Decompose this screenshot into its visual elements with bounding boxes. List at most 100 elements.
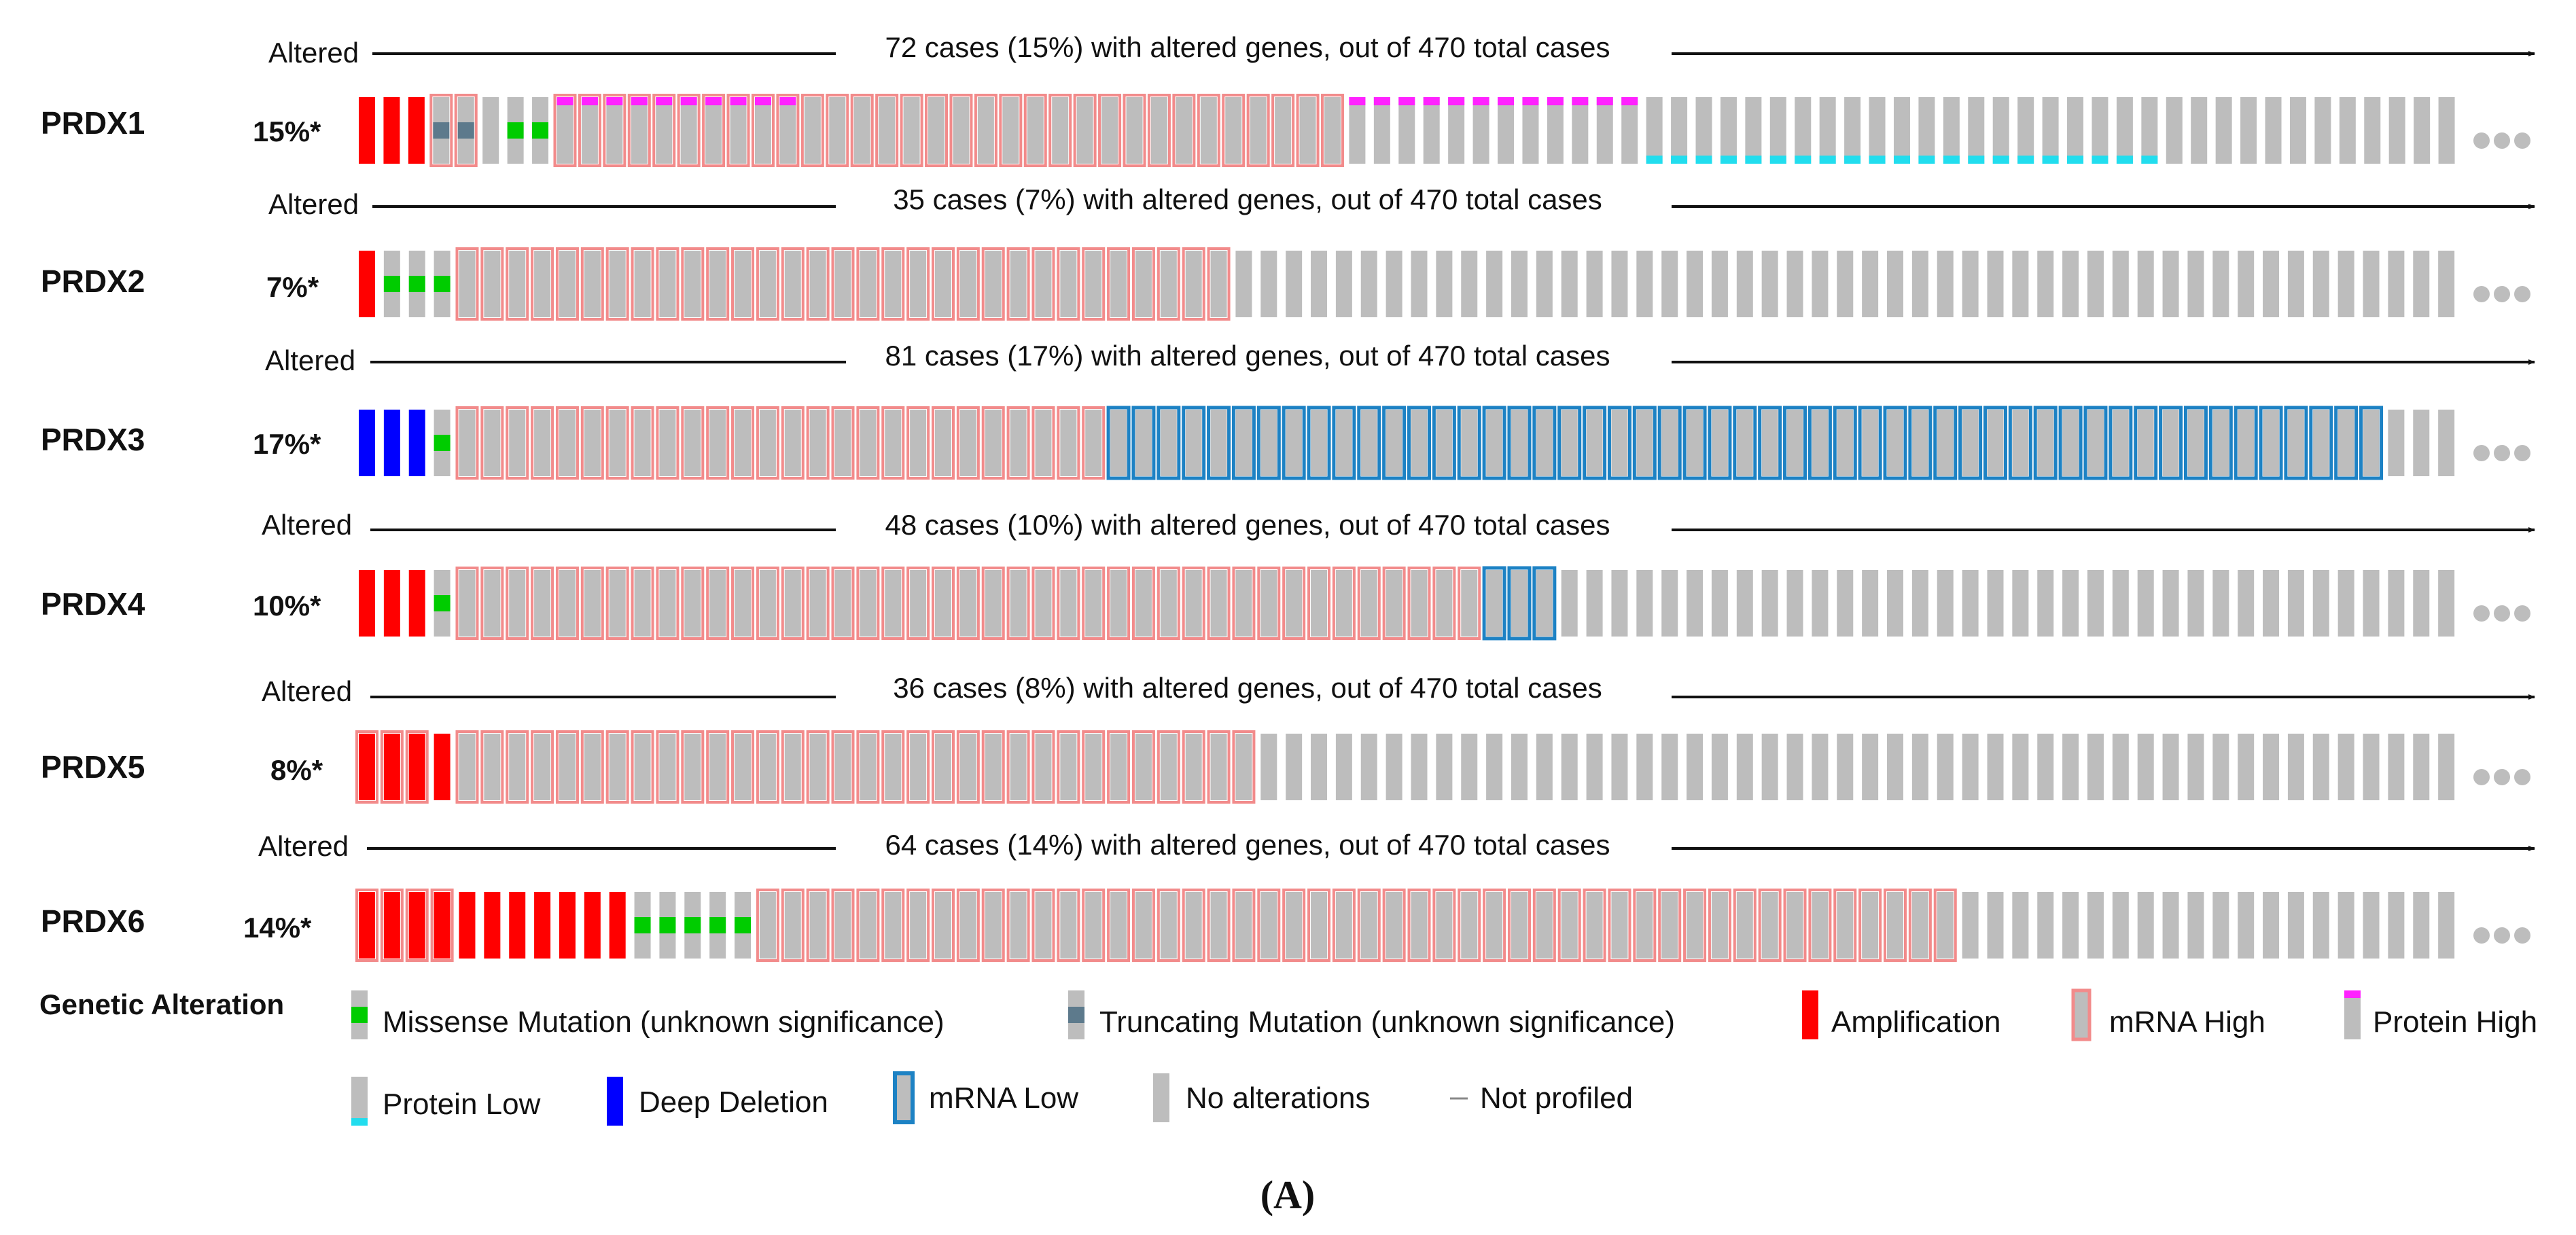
case-bar [754,97,771,164]
case-bar [2337,570,2354,637]
prdx3-case-60 [1833,406,1857,480]
mrna-high-outline [756,889,779,962]
mrna-low-outline [1432,406,1456,480]
prdx1-case-26 [974,94,998,167]
case-bar [1621,97,1638,164]
mrna-high-outline [800,94,824,167]
case-bar [1819,97,1836,164]
prdx3-case-7 [506,406,529,480]
protein-high-mark [1547,97,1564,105]
mrna-high-outline [756,567,779,640]
mrna-high-outline [1147,94,1171,167]
protein-low-mark [1844,156,1861,164]
prdx5-case-2 [380,730,404,804]
mrna-high-outline [480,730,504,804]
track-prdx2 [359,247,2530,321]
mrna-high-outline [1006,406,1030,480]
prdx6-case-12 [634,892,651,959]
prdx2-case-51 [1611,251,1628,317]
pct-label-prdx4: 10%* [253,590,321,622]
ellipsis-dot [2514,769,2530,785]
prdx4-case-46 [1482,566,1506,641]
case-bar [1586,892,1603,959]
mrna-low-outline [1682,406,1707,480]
prdx4-case-55 [1711,570,1728,637]
case-bar [408,892,425,959]
no-alterations-swatch-icon [1153,1073,1169,1122]
prdx4-case-12 [631,567,654,640]
prdx2-case-45 [1461,251,1478,317]
prdx3-case-81 [2359,406,2384,480]
mrna-high-outline [1031,730,1055,804]
altered-label-prdx6: Altered [258,830,349,862]
mrna-high-outline [455,730,479,804]
case-bar [634,734,651,800]
prdx3-case-13 [656,406,680,480]
mrna-high-outline [781,406,805,480]
mrna-low-swatch-icon [893,1071,915,1124]
prdx5-case-81 [2363,734,2380,800]
mrna-high-outline [1532,889,1556,962]
case-bar [2438,734,2455,800]
case-bar [1436,734,1453,800]
case-bar [1235,251,1252,317]
mrna-high-outline [455,567,479,640]
pct-label-prdx6: 14%* [243,912,312,944]
case-bar [928,97,945,164]
prdx2-case-8 [531,247,554,321]
mrna-high-outline [831,406,855,480]
case-bar [1987,410,2004,476]
prdx6-case-55 [1708,889,1731,962]
case-bar [2212,734,2229,800]
prdx6-case-41 [1357,889,1381,962]
prdx5-case-35 [1207,730,1231,804]
case-bar [735,734,752,800]
mrna-high-outline [578,94,601,167]
prdx4-more-cases-icon [2473,605,2530,622]
case-bar [359,892,375,959]
prdx1-case-65 [1943,97,1960,164]
prdx2-case-35 [1207,247,1231,321]
case-bar [1286,734,1303,800]
mrna-high-outline [1031,889,1055,962]
protein-low-mark [2141,156,2158,164]
case-bar [1200,97,1217,164]
protein-high-mark [680,97,697,105]
prdx5-case-14 [681,730,705,804]
mrna-high-outline [906,247,930,321]
mrna-high-outline [981,889,1005,962]
prdx1-case-41 [1349,97,1366,164]
case-bar [2413,410,2430,476]
case-bar [860,251,877,317]
case-bar [1761,570,1778,637]
case-bar [1135,734,1152,800]
prdx3-case-51 [1607,406,1631,480]
prdx4-case-70 [2087,570,2104,637]
prdx3-case-54 [1682,406,1707,480]
legend-label-truncating: Truncating Mutation (unknown significanc… [1099,1005,1675,1039]
protein-low-mark [1671,156,1688,164]
mrna-high-outline [681,406,705,480]
prdx1-case-48 [1522,97,1539,164]
case-bar [631,97,648,164]
prdx3-case-73 [2159,406,2183,480]
prdx3-case-75 [2208,406,2233,480]
prdx1-case-8 [532,97,549,164]
prdx3-case-15 [706,406,730,480]
mrna-high-outline [1048,94,1072,167]
prdx1-case-79 [2289,97,2306,164]
prdx6-case-45 [1458,889,1481,962]
mrna-high-outline [949,94,973,167]
prdx5-case-40 [1335,734,1352,800]
case-bar [910,734,927,800]
mrna-low-outline [1157,406,1181,480]
prdx2-case-76 [2238,251,2255,317]
protein-high-mark [705,97,722,105]
prdx3-case-52 [1632,406,1657,480]
case-bar [1812,410,1829,476]
prdx2-case-39 [1311,251,1328,317]
mrna-high-outline [1073,94,1097,167]
prdx5-case-9 [555,730,579,804]
prdx1-case-25 [949,94,973,167]
prdx3-case-64 [1933,406,1958,480]
